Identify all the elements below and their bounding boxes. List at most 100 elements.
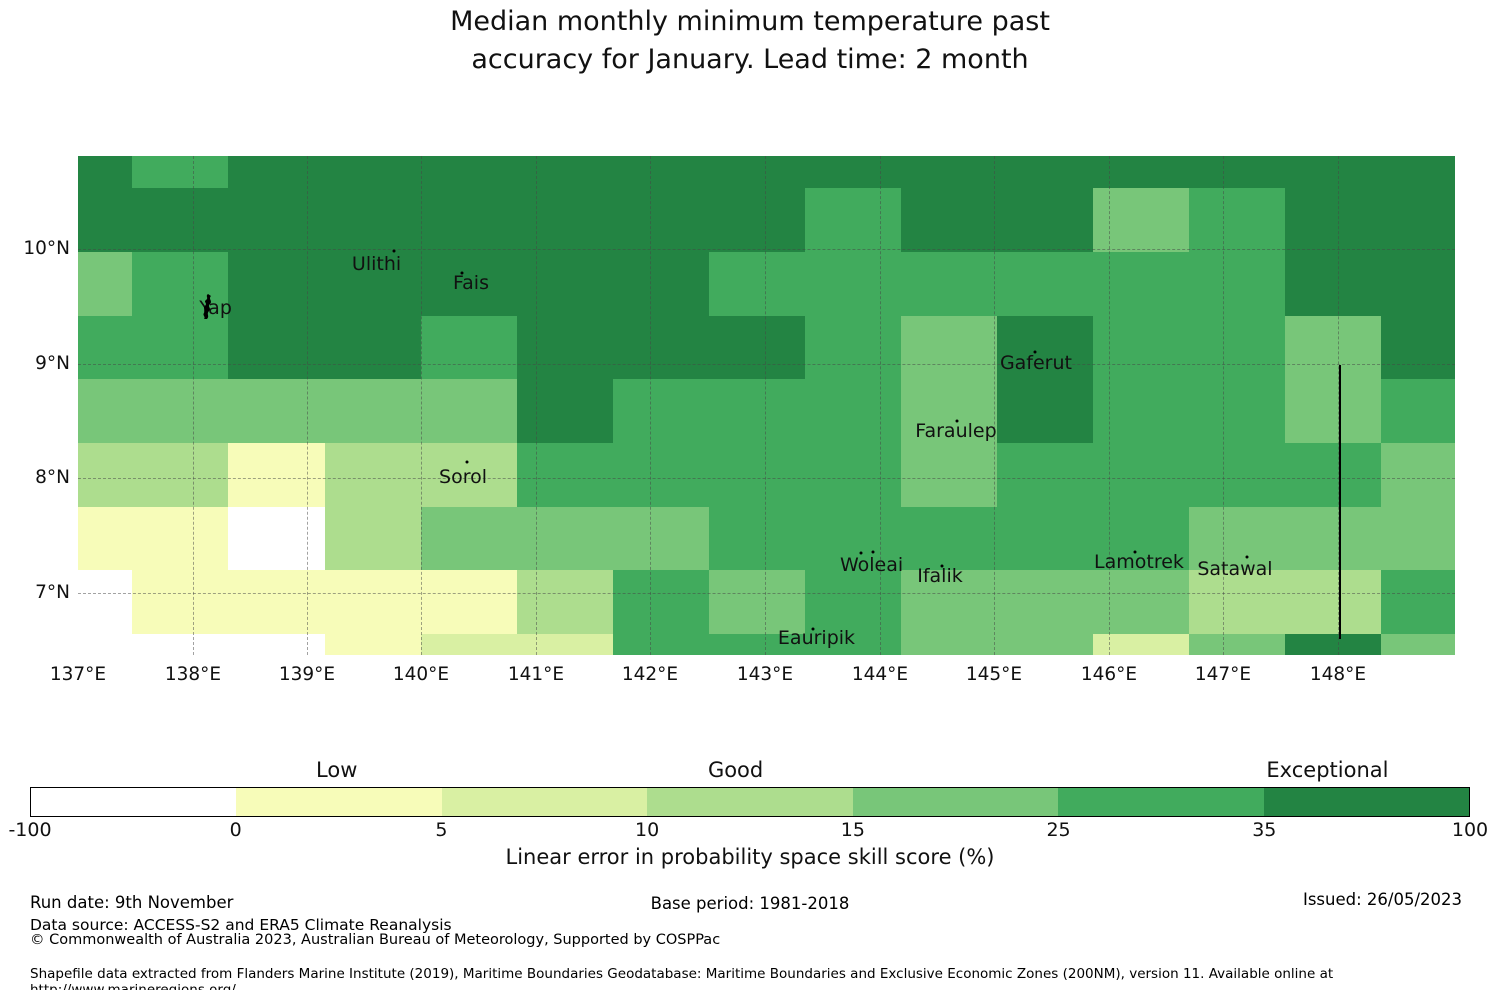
grid-cell — [516, 252, 613, 316]
grid-cell — [612, 506, 709, 570]
colorbar-category-exceptional: Exceptional — [1266, 758, 1389, 782]
grid-cell — [227, 633, 326, 655]
grid-cell — [612, 570, 709, 634]
grid-cell — [325, 633, 421, 655]
figure-title-line2: accuracy for January. Lead time: 2 month — [471, 44, 1029, 75]
grid-cell — [516, 315, 613, 379]
grid-cell — [131, 156, 228, 188]
grid-cell — [227, 187, 326, 252]
longitude-gridline — [1108, 156, 1110, 655]
map-panel: Yap Ulithi Fais Sorol Gaferut Faraulep Woleai I… — [78, 156, 1455, 655]
grid-cell — [1284, 633, 1382, 655]
grid-cell — [612, 156, 709, 188]
x-tick-label: 141°E — [507, 664, 565, 685]
grid-cell — [612, 633, 709, 655]
colorbar-segment — [1263, 788, 1469, 816]
grid-cell — [804, 379, 902, 444]
yap-island-shape — [201, 294, 214, 320]
grid-cell — [1284, 315, 1382, 379]
grid-cell — [901, 443, 997, 507]
island-label-fais: Fais — [452, 272, 489, 295]
grid-cell — [612, 443, 709, 507]
eez-boundary-line — [1338, 364, 1341, 639]
grid-cell — [325, 506, 421, 570]
grid-cell — [997, 570, 1093, 634]
grid-cell — [421, 379, 517, 444]
grid-cell — [901, 187, 997, 252]
grid-cell — [997, 633, 1093, 655]
island-dot — [811, 627, 815, 630]
longitude-gridline — [879, 156, 881, 655]
grid-cell — [804, 570, 902, 634]
island-label-ulithi: Ulithi — [351, 252, 402, 275]
grid-cell — [516, 633, 613, 655]
longitude-gridline — [650, 156, 651, 655]
grid-cell — [1284, 443, 1382, 507]
grid-cell — [804, 506, 902, 570]
latitude-gridline — [78, 478, 1455, 479]
island-label-ifalik: Ifalik — [917, 565, 963, 587]
island-dot — [460, 271, 464, 275]
colorbar-tick-label: 10 — [635, 819, 660, 841]
colorbar-tick-label: 5 — [435, 819, 448, 841]
grid-cell — [612, 252, 709, 316]
latitude-gridline — [78, 593, 1455, 595]
grid-cell — [1188, 252, 1285, 316]
colorbar-segment — [1058, 788, 1264, 816]
colorbar-category-low: Low — [316, 758, 358, 782]
y-tick-label: 8°N — [35, 467, 70, 488]
colorbar-tick-label: 100 — [1451, 819, 1489, 841]
shapefile-note-text: Shapefile data extracted from Flanders M… — [30, 966, 1334, 990]
grid-cell — [612, 379, 709, 444]
grid-cell — [1284, 379, 1382, 444]
grid-cell — [516, 570, 613, 634]
grid-cell — [1284, 570, 1382, 634]
grid-cell — [1381, 187, 1455, 252]
grid-cell — [1188, 570, 1285, 634]
grid-cell — [804, 443, 902, 507]
grid-cell — [1188, 633, 1285, 655]
colorbar — [30, 787, 1470, 817]
colorbar-segment — [236, 788, 442, 816]
grid-cell — [708, 187, 805, 252]
island-label-sorol: Sorol — [439, 466, 487, 488]
grid-cell — [1188, 156, 1285, 188]
island-label-faraulep: Faraulep — [915, 420, 997, 443]
grid-cell — [708, 633, 805, 655]
longitude-gridline — [1337, 156, 1339, 655]
grid-cell — [421, 315, 517, 379]
island-dot — [859, 551, 863, 555]
grid-cell — [612, 187, 709, 252]
colorbar-category-good: Good — [707, 758, 764, 782]
issued-date-text: Issued: 26/05/2023 — [1302, 890, 1462, 909]
grid-cell — [708, 315, 805, 379]
island-label-gaferut: Gaferut — [999, 351, 1072, 374]
grid-cell — [1381, 570, 1455, 634]
base-period-text: Base period: 1981-2018 — [650, 894, 850, 913]
island-dot — [392, 249, 396, 253]
grid-cell — [325, 156, 421, 188]
grid-cell — [131, 633, 228, 655]
grid-cell — [1188, 443, 1285, 507]
grid-cell — [708, 379, 805, 444]
grid-cell — [997, 443, 1093, 507]
colorbar-segment — [441, 788, 648, 816]
island-dot — [465, 460, 469, 464]
grid-cell — [1284, 187, 1382, 252]
island-layer: Yap Ulithi Fais Sorol Gaferut Faraulep Woleai I… — [78, 156, 1455, 655]
grid-cell — [1381, 379, 1455, 444]
grid-cell — [1284, 156, 1382, 188]
grid-cell — [997, 506, 1093, 570]
grid-cell — [78, 570, 132, 634]
grid-cell — [1284, 506, 1382, 570]
grid-cell — [804, 187, 902, 252]
figure-title-line1: Median monthly minimum temperature past — [450, 6, 1050, 37]
island-dot — [955, 419, 959, 423]
grid-cell — [997, 379, 1093, 444]
colorbar-tick-label: -100 — [8, 819, 52, 841]
grid-cell — [901, 379, 997, 444]
colorbar-segment — [852, 788, 1059, 816]
grid-cell — [227, 443, 326, 507]
grid-cell — [997, 156, 1093, 188]
